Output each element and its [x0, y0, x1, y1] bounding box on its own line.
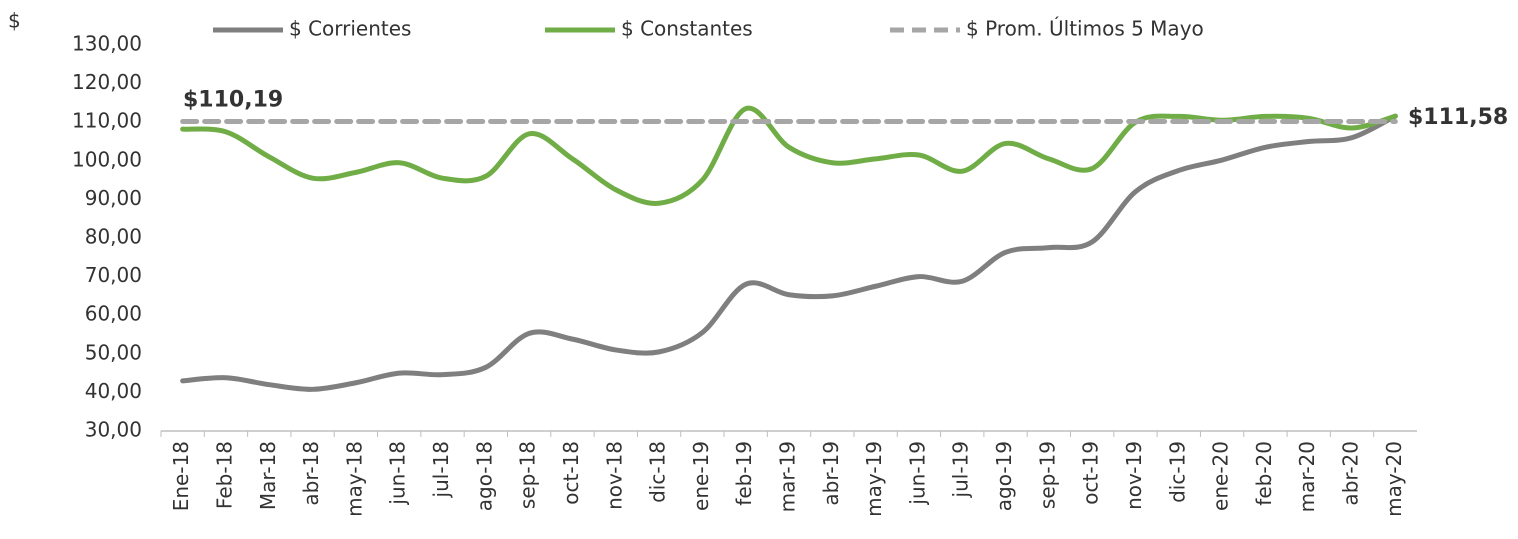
annotation: $111,58 — [1408, 105, 1508, 130]
x-tick-label: Ene-18 — [169, 441, 193, 511]
x-tick-label: Feb-18 — [212, 441, 236, 509]
y-tick-label: 80,00 — [85, 225, 142, 249]
x-tick-label: feb-20 — [1252, 441, 1276, 506]
x-tick-label: jul-19 — [949, 441, 973, 498]
y-tick-label: 40,00 — [85, 379, 142, 403]
annotation: $110,19 — [183, 87, 283, 112]
series-line — [180, 105, 1398, 206]
x-tick-label: may-18 — [342, 441, 366, 517]
x-tick-label: may-19 — [862, 441, 886, 517]
x-tick-label: mar-20 — [1295, 441, 1319, 512]
x-tick-label: ene-20 — [1209, 441, 1233, 511]
x-tick-label: dic-18 — [646, 441, 670, 503]
x-tick-label: nov-19 — [1122, 441, 1146, 510]
legend-label: $ Constantes — [621, 17, 753, 41]
x-tick-label: abr-18 — [299, 441, 323, 506]
y-tick-label: 120,00 — [72, 70, 142, 94]
x-tick-label: Mar-18 — [256, 441, 280, 510]
x-tick-label: ago-19 — [992, 441, 1016, 511]
y-tick-label: 70,00 — [85, 263, 142, 287]
x-tick-label: abr-20 — [1339, 441, 1363, 506]
series-line — [180, 113, 1398, 392]
y-tick-label: 100,00 — [72, 147, 142, 171]
y-tick-label: 90,00 — [85, 186, 142, 210]
x-tick-label: feb-19 — [732, 441, 756, 506]
y-tick-label: 110,00 — [72, 109, 142, 133]
x-tick-label: oct-18 — [559, 441, 583, 505]
x-tick-label: dic-19 — [1165, 441, 1189, 503]
x-tick-label: ene-19 — [689, 441, 713, 511]
x-tick-label: jul-18 — [429, 441, 453, 498]
x-tick-label: jun-19 — [905, 441, 929, 506]
x-tick-label: oct-19 — [1079, 441, 1103, 505]
y-tick-label: 50,00 — [85, 340, 142, 364]
y-tick-label: 60,00 — [85, 302, 142, 326]
x-tick-label: nov-18 — [602, 441, 626, 510]
x-tick-label: jun-18 — [386, 441, 410, 506]
legend-label: $ Corrientes — [289, 17, 411, 41]
x-tick-label: may-20 — [1382, 441, 1406, 517]
x-tick-label: mar-19 — [776, 441, 800, 512]
x-tick-label: abr-19 — [819, 441, 843, 506]
y-axis-label: $ — [8, 9, 21, 33]
x-tick-label: ago-18 — [472, 441, 496, 511]
x-tick-label: sep-18 — [516, 441, 540, 509]
y-tick-label: 30,00 — [85, 418, 142, 442]
legend-label: $ Prom. Últimos 5 Mayo — [966, 17, 1204, 41]
x-tick-label: sep-19 — [1035, 441, 1059, 509]
y-tick-label: 130,00 — [72, 32, 142, 56]
